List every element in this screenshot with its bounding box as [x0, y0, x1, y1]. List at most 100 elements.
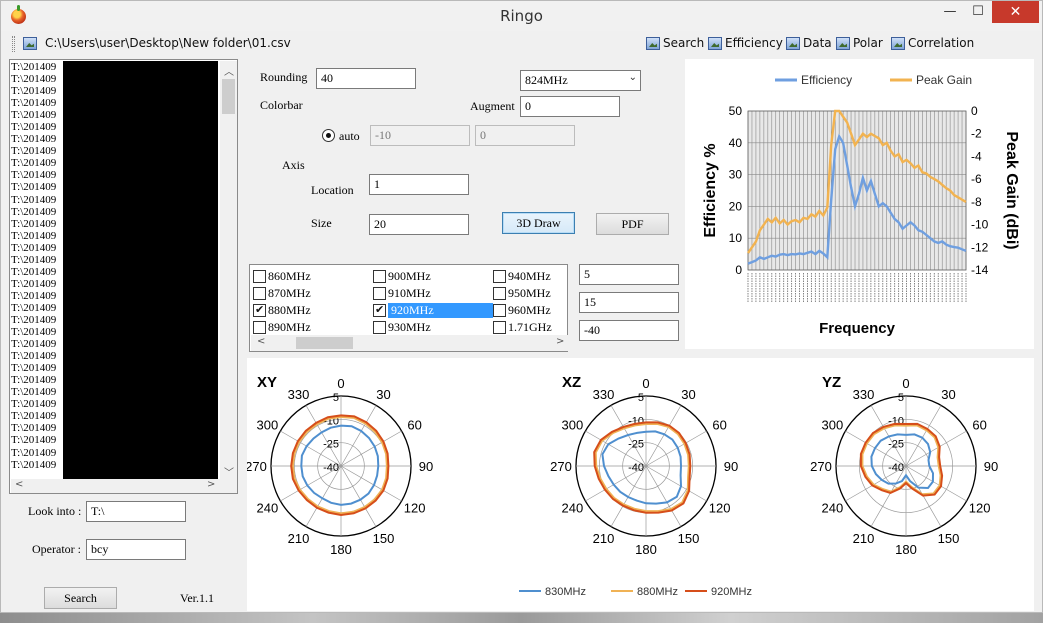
search-icon[interactable] — [646, 37, 660, 50]
file-list-item[interactable]: T:\201409 — [11, 205, 57, 218]
file-list-item[interactable]: T:\201409 — [11, 145, 57, 158]
freq-checkbox[interactable] — [493, 270, 506, 283]
file-list-item[interactable]: T:\201409 — [11, 109, 57, 122]
param-input-2[interactable]: 15 — [579, 292, 679, 313]
location-input[interactable]: 1 — [369, 174, 469, 195]
scroll-right-icon[interactable]: > — [556, 336, 565, 347]
freq-checkbox-label[interactable]: 870MHz — [268, 286, 311, 300]
file-list-item[interactable]: T:\201409 — [11, 61, 57, 73]
freq-checkbox-label[interactable]: 890MHz — [268, 320, 311, 334]
file-list-item[interactable]: T:\201409 — [11, 410, 57, 423]
file-list-item[interactable]: T:\201409 — [11, 338, 57, 351]
horizontal-scrollbar[interactable]: < > — [11, 479, 237, 493]
file-list-item[interactable]: T:\201409 — [11, 326, 57, 339]
toolbar-data-button[interactable]: Data — [803, 36, 832, 50]
file-list-item[interactable]: T:\201409 — [11, 85, 57, 98]
colorbar-min-input[interactable]: -10 — [370, 125, 470, 146]
file-list-item[interactable]: T:\201409 — [11, 97, 57, 110]
file-list-item[interactable]: T:\201409 — [11, 313, 57, 326]
size-input[interactable]: 20 — [369, 214, 469, 235]
file-icon[interactable] — [23, 37, 37, 50]
file-list-item[interactable]: T:\201409 — [11, 362, 57, 375]
chevron-down-icon[interactable]: ⌄ — [628, 72, 637, 83]
toolbar-polar-button[interactable]: Polar — [853, 36, 883, 50]
pdf-button[interactable]: PDF — [596, 213, 669, 235]
scroll-left-icon[interactable]: < — [15, 479, 24, 490]
draw-3d-button[interactable]: 3D Draw — [502, 212, 575, 234]
file-list-item[interactable]: T:\201409 — [11, 277, 57, 290]
file-list-item[interactable]: T:\201409 — [11, 265, 57, 278]
file-list-item[interactable]: T:\201409 — [11, 458, 57, 471]
freq-checkbox-label[interactable]: 940MHz — [508, 269, 551, 283]
freq-checkbox[interactable] — [253, 303, 266, 317]
freq-checkbox-label[interactable]: 880MHz — [268, 303, 311, 317]
file-list-item[interactable]: T:\201409 — [11, 289, 57, 302]
freq-checkbox-label[interactable]: 1.71GHz — [508, 320, 552, 334]
freq-checkbox[interactable] — [253, 321, 266, 334]
operator-input[interactable]: bcy — [86, 539, 186, 560]
file-list-item[interactable]: T:\201409 — [11, 301, 57, 314]
param-input-1[interactable]: 5 — [579, 264, 679, 285]
scroll-down-icon[interactable]: ﹀ — [224, 468, 234, 479]
colorbar-max-input[interactable]: 0 — [475, 125, 575, 146]
scroll-up-icon[interactable]: ︿ — [224, 67, 234, 78]
freq-checkbox[interactable] — [373, 287, 386, 300]
file-list-item[interactable]: T:\201409 — [11, 446, 57, 459]
freq-checkbox[interactable] — [493, 321, 506, 334]
checklist-scroll-thumb[interactable] — [296, 337, 353, 349]
toolbar-search-button[interactable]: Search — [663, 36, 705, 50]
freq-checkbox[interactable] — [373, 321, 386, 334]
freq-checkbox-label[interactable]: 860MHz — [268, 269, 311, 283]
file-list-item[interactable]: T:\201409 — [11, 434, 57, 447]
search-button[interactable]: Search — [44, 587, 117, 609]
file-list-item[interactable]: T:\201409 — [11, 181, 57, 194]
freq-checkbox-label[interactable]: 900MHz — [388, 269, 431, 283]
title-bar[interactable]: Ringo — ☐ ✕ — [1, 1, 1042, 31]
file-list-item[interactable]: T:\201409 — [11, 73, 57, 86]
polar-icon[interactable] — [836, 37, 850, 50]
vertical-scrollbar[interactable]: ︿ ﹀ — [220, 61, 237, 479]
freq-checkbox-label[interactable]: 930MHz — [388, 320, 431, 334]
freq-checkbox[interactable] — [373, 303, 386, 317]
scroll-left-icon[interactable]: < — [257, 336, 266, 347]
scroll-right-icon[interactable]: > — [207, 479, 216, 490]
freq-checkbox[interactable] — [373, 270, 386, 283]
data-icon[interactable] — [786, 37, 800, 50]
minimize-button[interactable]: — — [943, 4, 957, 19]
freq-checkbox-label[interactable]: 960MHz — [508, 303, 551, 317]
file-list-item[interactable]: T:\201409 — [11, 253, 57, 266]
correlation-icon[interactable] — [891, 37, 905, 50]
freq-checkbox[interactable] — [253, 287, 266, 300]
augment-input[interactable]: 0 — [520, 96, 620, 117]
file-list-item[interactable]: T:\201409 — [11, 398, 57, 411]
look-into-input[interactable]: T:\ — [86, 501, 186, 522]
file-list-item[interactable]: T:\201409 — [11, 217, 57, 230]
file-list-item[interactable]: T:\201409 — [11, 193, 57, 206]
file-list[interactable]: T:\201409 T:\201409 T:\201409 T:\201409 T:\2… — [9, 59, 238, 494]
file-list-item[interactable]: T:\201409 — [11, 121, 57, 134]
maximize-button[interactable]: ☐ — [972, 4, 984, 19]
param-input-3[interactable]: -40 — [579, 320, 679, 341]
freq-checkbox[interactable] — [493, 304, 506, 317]
scroll-thumb[interactable] — [222, 79, 235, 114]
freq-checkbox-label[interactable]: 920MHz — [388, 303, 493, 318]
frequency-select[interactable]: 824MHz ⌄ — [520, 70, 641, 91]
file-list-item[interactable]: T:\201409 — [11, 350, 57, 363]
freq-checkbox-label[interactable]: 910MHz — [388, 286, 431, 300]
file-list-item[interactable]: T:\201409 — [11, 422, 57, 435]
efficiency-icon[interactable] — [708, 37, 722, 50]
freq-checkbox-label[interactable]: 950MHz — [508, 286, 551, 300]
auto-radio[interactable] — [322, 129, 335, 142]
rounding-input[interactable]: 40 — [316, 68, 416, 89]
toolbar-efficiency-button[interactable]: Efficiency — [725, 36, 783, 50]
file-list-item[interactable]: T:\201409 — [11, 133, 57, 146]
file-list-item[interactable]: T:\201409 — [11, 241, 57, 254]
file-list-item[interactable]: T:\201409 — [11, 157, 57, 170]
file-list-item[interactable]: T:\201409 — [11, 169, 57, 182]
checklist-horizontal-scrollbar[interactable]: < > — [251, 335, 568, 351]
freq-checkbox[interactable] — [493, 287, 506, 300]
file-list-item[interactable]: T:\201409 — [11, 374, 57, 387]
close-button[interactable]: ✕ — [992, 1, 1039, 23]
freq-checkbox[interactable] — [253, 270, 266, 283]
toolbar-grip[interactable] — [12, 36, 15, 52]
